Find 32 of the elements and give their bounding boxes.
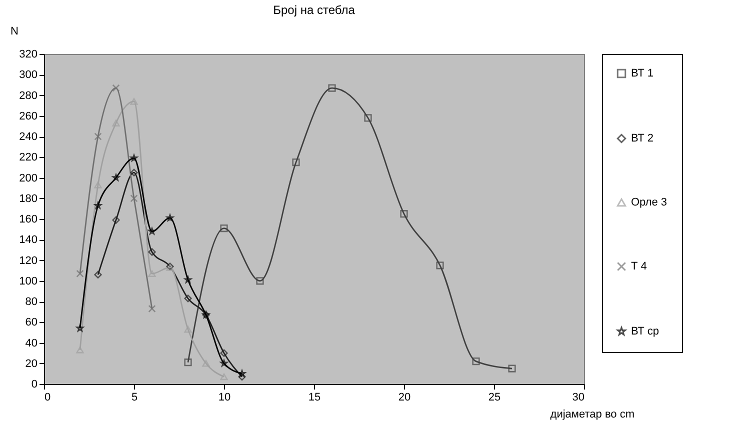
y-tick-label: 260 — [19, 110, 38, 122]
y-tick-label: 140 — [19, 234, 38, 246]
y-tick-label: 220 — [19, 152, 38, 164]
y-tick-label: 200 — [19, 172, 38, 184]
legend-label: ВТ ср — [631, 326, 659, 338]
y-tick-label: 320 — [19, 48, 38, 60]
y-tick-label: 80 — [25, 296, 38, 308]
x-tick-label: 0 — [44, 392, 51, 404]
y-tick-label: 120 — [19, 254, 38, 267]
y-tick-label: 60 — [25, 316, 38, 329]
legend-label: ВТ 1 — [631, 68, 654, 80]
y-tick-label: 240 — [19, 131, 38, 143]
legend-label: Орле 3 — [631, 196, 668, 208]
y-tick-label: 180 — [19, 192, 38, 205]
x-tick-label: 10 — [218, 392, 231, 404]
chart-title: Број на стебла — [273, 3, 356, 17]
x-tick-label: 15 — [308, 392, 321, 404]
x-tick-label: 5 — [131, 392, 138, 404]
y-tick-label: 40 — [25, 337, 38, 350]
x-tick-label: 30 — [572, 392, 584, 404]
y-tick-label: 0 — [31, 378, 38, 390]
y-axis-title: N — [10, 26, 19, 38]
x-tick-label: 25 — [488, 392, 501, 404]
y-tick-label: 20 — [25, 358, 38, 370]
y-tick-label: 100 — [19, 275, 38, 288]
legend-label: ВТ 2 — [631, 132, 654, 144]
x-axis-title: дијаметар во cm — [550, 408, 634, 420]
x-tick-label: 20 — [398, 392, 411, 404]
y-tick-label: 160 — [19, 214, 38, 226]
y-tick-label: 300 — [19, 69, 38, 82]
y-tick-label: 280 — [19, 90, 38, 102]
legend-label: Т 4 — [631, 260, 647, 272]
